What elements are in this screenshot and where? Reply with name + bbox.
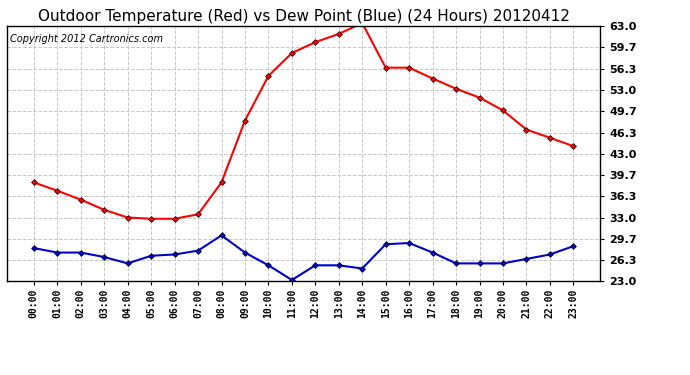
Text: Copyright 2012 Cartronics.com: Copyright 2012 Cartronics.com (10, 34, 163, 44)
Title: Outdoor Temperature (Red) vs Dew Point (Blue) (24 Hours) 20120412: Outdoor Temperature (Red) vs Dew Point (… (38, 9, 569, 24)
